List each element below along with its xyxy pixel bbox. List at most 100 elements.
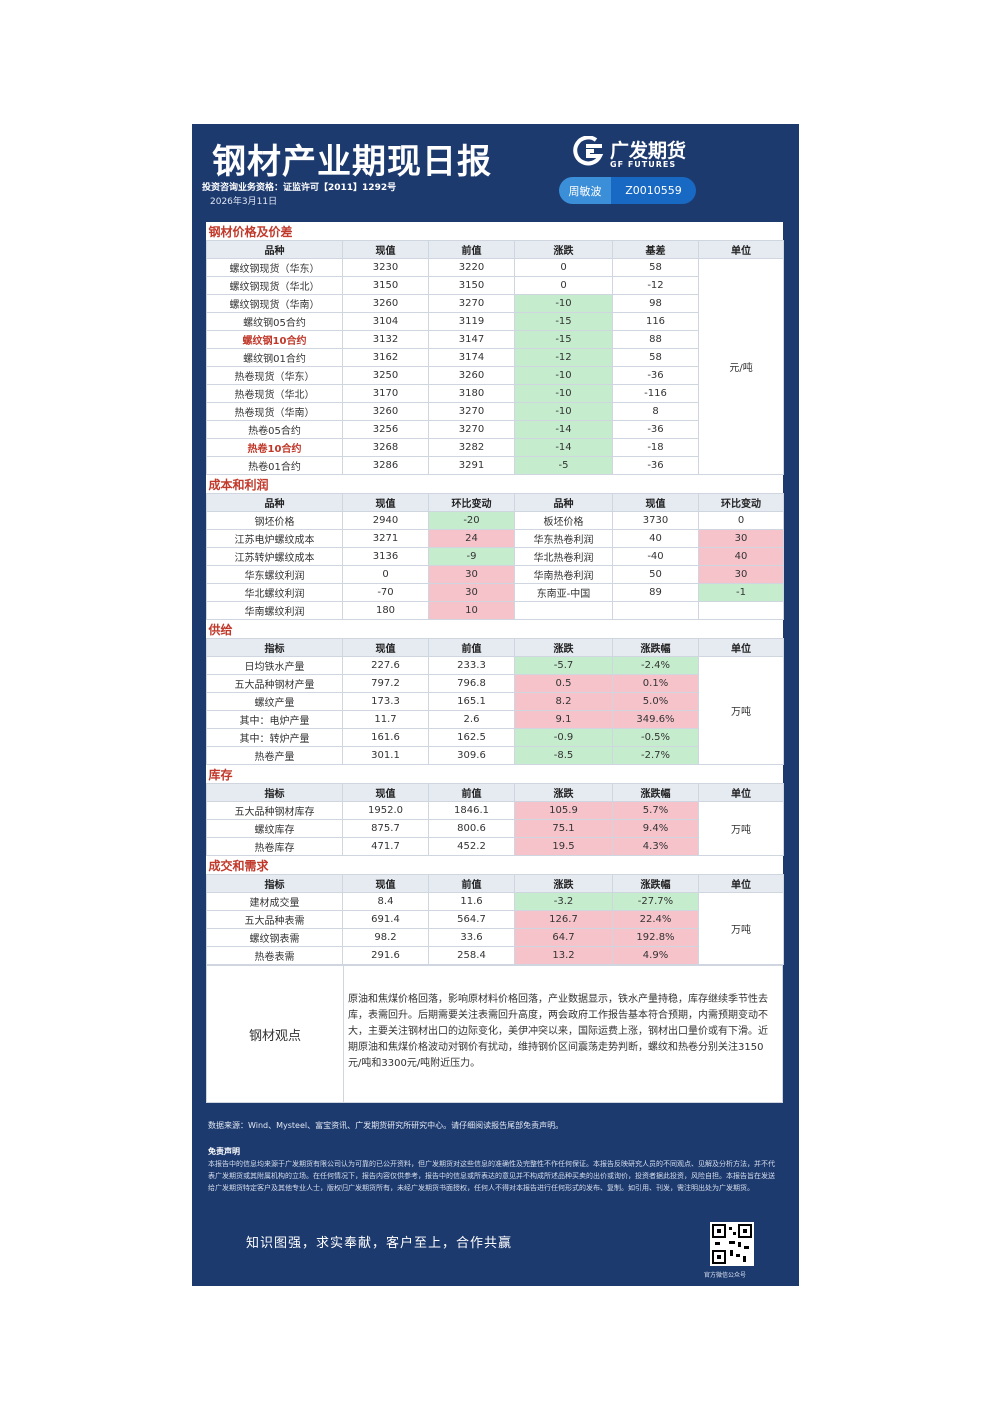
cell: 161.6 [342,728,429,747]
cell: 3270 [428,294,515,313]
section-title-row: 钢材价格及价差 [206,222,784,241]
cell: 8 [612,402,699,421]
column-header: 前值 [428,638,515,657]
cell: 热卷10合约 [206,438,343,457]
view-box: 钢材观点 原油和焦煤价格回落，影响原材料价格回落，产业数据显示，铁水产量持稳，库… [206,965,783,1103]
cell: 8.2 [514,692,613,711]
cell: 3174 [428,348,515,367]
cell: 116 [612,312,699,331]
cell: 9.1 [514,710,613,729]
cell: 98 [612,294,699,313]
data-row: 华南螺纹利润 180 10 [206,601,785,620]
data-row: 热卷现货（华北） 3170 3180 -10 -116 [206,384,784,403]
data-row: 建材成交量 8.4 11.6 -3.2 -27.7% 万吨 [206,892,785,965]
header-row: 品种 现值 前值 涨跌 基差 单位 [206,240,785,259]
cell: 105.9 [514,801,613,820]
cell: 热卷现货（华南） [206,402,343,421]
section-title-row: 成本和利润 [206,475,784,494]
cell: 22.4% [612,910,699,929]
cell: -116 [612,384,699,403]
cell: 11.7 [342,710,429,729]
data-row: 热卷库存 471.7 452.2 19.5 4.3% [206,837,784,856]
cell: 50 [612,565,699,584]
cell: 华东热卷利润 [514,529,613,548]
cell: 华北螺纹利润 [206,583,343,602]
cell: 江苏电炉螺纹成本 [206,529,343,548]
column-header: 指标 [206,783,343,802]
section-title-row: 库存 [206,765,784,784]
column-header: 涨跌 [514,783,613,802]
cell: 3250 [342,366,429,385]
data-row: 江苏电炉螺纹成本 3271 24 华东热卷利润 40 30 [206,529,785,548]
column-header: 现值 [342,240,429,259]
content: 钢材价格及价差 品种 现值 前值 涨跌 基差 单位 螺纹钢现货（华东） 3230 3220 0 58 元… [206,222,785,1103]
data-row: 螺纹钢现货（华北） 3150 3150 0 -12 [206,276,784,295]
data-row: 热卷现货（华东） 3250 3260 -10 -36 [206,366,784,385]
data-row: 螺纹钢现货（华南） 3260 3270 -10 98 [206,294,784,313]
cell: 10 [428,601,515,620]
header-row: 指标 现值 前值 涨跌 涨跌幅 单位 [206,783,785,802]
cell: 热卷现货（华东） [206,366,343,385]
data-row: 螺纹钢现货（华东） 3230 3220 0 58 元/吨 [206,258,785,475]
cell: 华南热卷利润 [514,565,613,584]
cell: 3286 [342,456,429,475]
report-panel: 钢材产业期现日报 投资咨询业务资格：证监许可【2011】1292号 2026年3… [192,124,799,1286]
data-row: 江苏转炉螺纹成本 3136 -9 华北热卷利润 -40 40 [206,547,785,566]
data-row: 热卷10合约 3268 3282 -14 -18 [206,438,784,457]
cell: 3132 [342,330,429,349]
cell: 180 [342,601,429,620]
column-header: 涨跌幅 [612,783,699,802]
column-header: 前值 [428,240,515,259]
cell: 9.4% [612,819,699,838]
data-table: 钢材价格及价差 品种 现值 前值 涨跌 基差 单位 螺纹钢现货（华东） 3230 3220 0 58 元… [206,222,785,475]
cell: 螺纹库存 [206,819,343,838]
column-header: 涨跌幅 [612,638,699,657]
cell: 3180 [428,384,515,403]
analyst-badge: 周敏波 Z0010559 [559,177,696,204]
cell: 875.7 [342,819,429,838]
data-row: 热卷产量 301.1 309.6 -8.5 -2.7% [206,746,784,765]
column-header: 品种 [206,493,343,512]
section-title: 供给 [206,620,784,639]
section-title: 成交和需求 [206,856,784,875]
cell: 564.7 [428,910,515,929]
cell: 3150 [342,276,429,295]
column-header: 现值 [342,638,429,657]
cell: -20 [428,511,515,530]
cell: 螺纹产量 [206,692,343,711]
data-row: 热卷01合约 3286 3291 -5 -36 [206,456,784,475]
cell: -5 [514,456,613,475]
cell: 板坯价格 [514,511,613,530]
unit-cell: 万吨 [697,656,785,765]
cell: 3270 [428,420,515,439]
data-row: 五大品种钢材库存 1952.0 1846.1 105.9 5.7% 万吨 [206,801,785,856]
cell: 2940 [342,511,429,530]
cell: -40 [612,547,699,566]
cell: -27.7% [612,892,699,911]
license: 投资咨询业务资格：证监许可【2011】1292号 [202,183,397,193]
data-row: 螺纹钢05合约 3104 3119 -15 116 [206,312,784,331]
cell: 3162 [342,348,429,367]
data-table: 成本和利润 品种 现值 环比变动 品种 现值 环比变动 钢坯价格 2940 -20 板坯价格 3730… [206,475,785,620]
view-title: 钢材观点 [207,966,344,1102]
cell: 0.1% [612,674,699,693]
cell: -10 [514,384,613,403]
cell: 13.2 [514,946,613,965]
cell: 30 [428,583,515,602]
cell: 301.1 [342,746,429,765]
cell: 309.6 [428,746,515,765]
data-row: 螺纹钢01合约 3162 3174 -12 58 [206,348,784,367]
cell: 3256 [342,420,429,439]
cell: 1846.1 [428,801,515,820]
data-row: 华东螺纹利润 0 30 华南热卷利润 50 30 [206,565,785,584]
cell: 3170 [342,384,429,403]
cell: 258.4 [428,946,515,965]
cell: 其中：电炉产量 [206,710,343,729]
column-header: 环比变动 [697,493,785,512]
cell: 452.2 [428,837,515,856]
cell: 58 [612,348,699,367]
cell: 3282 [428,438,515,457]
cell: 11.6 [428,892,515,911]
cell: 98.2 [342,928,429,947]
